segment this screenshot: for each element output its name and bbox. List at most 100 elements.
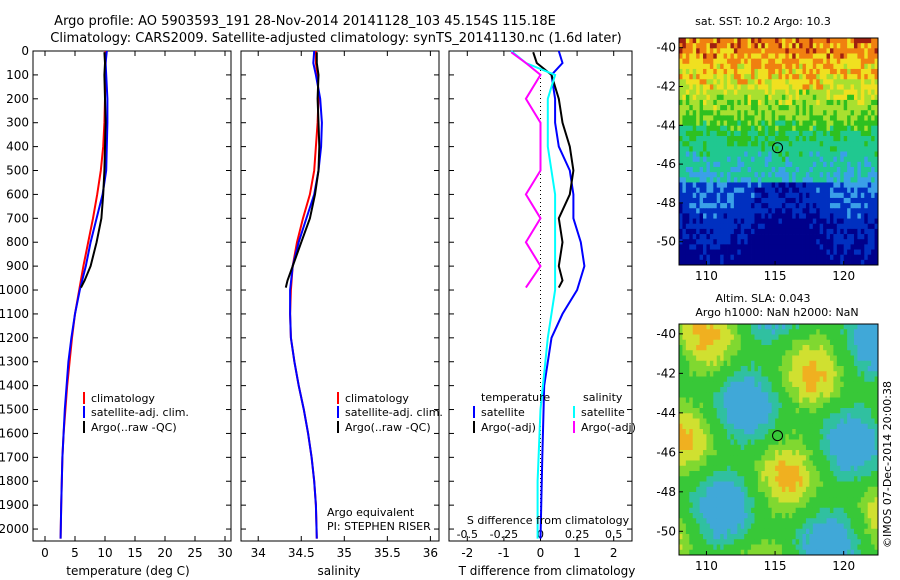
- map-cell: [823, 192, 827, 199]
- map-cell: [778, 355, 783, 362]
- map-cell: [850, 350, 855, 356]
- map-cell: [699, 418, 704, 425]
- map-cell: [829, 208, 834, 214]
- map-cell: [720, 99, 724, 106]
- map-cell: [703, 434, 707, 440]
- map-cell: [819, 151, 824, 158]
- map-cell: [799, 439, 803, 446]
- map-cell: [850, 492, 855, 498]
- map-cell: [829, 172, 834, 178]
- map-cell: [682, 53, 687, 60]
- map-cell: [826, 94, 831, 101]
- map-cell: [751, 502, 755, 509]
- map-cell: [805, 79, 810, 85]
- map-cell: [836, 89, 841, 96]
- map-cell: [847, 471, 851, 477]
- map-cell: [692, 518, 697, 524]
- map-cell: [812, 115, 817, 121]
- map-cell: [699, 120, 704, 127]
- map-cell: [809, 161, 814, 168]
- map-cell: [816, 360, 821, 367]
- map-cell: [860, 460, 865, 467]
- map-cell: [829, 418, 834, 425]
- map-cell: [682, 239, 687, 245]
- map-cell: [696, 324, 700, 330]
- map-cell: [682, 392, 687, 398]
- map-cell: [792, 84, 797, 90]
- map-cell: [679, 182, 683, 189]
- map-cell: [836, 397, 841, 404]
- map-cell: [685, 481, 690, 488]
- map-cell: [857, 513, 862, 519]
- map-cell: [860, 63, 865, 70]
- map-cell: [775, 63, 779, 70]
- map-cell: [802, 130, 807, 137]
- map-cell: [819, 120, 824, 127]
- map-cell: [833, 218, 838, 225]
- map-cell: [747, 244, 752, 250]
- map-cell: [802, 259, 807, 266]
- map-cell: [867, 223, 872, 230]
- map-cell: [792, 492, 797, 498]
- map-cell: [771, 120, 776, 127]
- map-cell: [840, 141, 845, 147]
- map-cell: [843, 418, 848, 425]
- map-cell: [840, 429, 845, 435]
- map-cell: [771, 115, 776, 121]
- y-tick-label: 300: [6, 116, 29, 130]
- map-cell: [713, 213, 718, 219]
- map-cell: [733, 402, 738, 409]
- map-cell: [730, 239, 735, 245]
- map-cell: [720, 136, 724, 142]
- map-cell: [819, 156, 824, 163]
- map-cell: [867, 156, 872, 163]
- map-cell: [737, 223, 742, 230]
- map-cell: [737, 213, 742, 219]
- map-cell: [785, 94, 790, 101]
- map-cell: [696, 486, 700, 493]
- map-cell: [819, 79, 824, 85]
- map-cell: [737, 350, 742, 356]
- map-cell: [706, 172, 711, 178]
- map-cell: [819, 444, 824, 451]
- map-cell: [860, 94, 865, 101]
- map-cell: [847, 141, 851, 147]
- map-cell: [785, 79, 790, 85]
- map-cell: [802, 172, 807, 178]
- map-cell: [723, 460, 728, 467]
- map-cell: [744, 120, 749, 127]
- map-cell: [785, 141, 790, 147]
- map-cell: [785, 208, 790, 214]
- map-cell: [788, 408, 793, 414]
- map-cell: [706, 423, 711, 430]
- map-cell: [727, 345, 731, 351]
- map-cell: [771, 434, 776, 440]
- map-cell: [733, 381, 738, 388]
- map-cell: [682, 444, 687, 451]
- map-cell: [833, 329, 838, 335]
- map-cell: [792, 471, 797, 477]
- map-cell: [795, 177, 800, 183]
- map-cell: [764, 115, 769, 121]
- map-cell: [679, 89, 683, 96]
- map-cell: [709, 444, 714, 451]
- map-cell: [689, 120, 694, 127]
- map-cell: [709, 213, 714, 219]
- map-cell: [764, 259, 769, 266]
- map-cell: [819, 58, 824, 65]
- map-cell: [819, 68, 824, 75]
- map-cell: [853, 471, 858, 477]
- map-cell: [696, 465, 700, 472]
- map-cell: [802, 218, 807, 225]
- series-line: [510, 50, 557, 539]
- map-cell: [740, 518, 745, 524]
- map-cell: [874, 259, 879, 266]
- map-cell: [709, 151, 714, 158]
- map-cell: [696, 228, 700, 235]
- map-cell: [840, 94, 845, 101]
- map-cell: [706, 450, 711, 456]
- map-cell: [727, 392, 731, 398]
- map-cell: [809, 360, 814, 367]
- map-cell: [737, 376, 742, 383]
- map-cell: [685, 68, 690, 75]
